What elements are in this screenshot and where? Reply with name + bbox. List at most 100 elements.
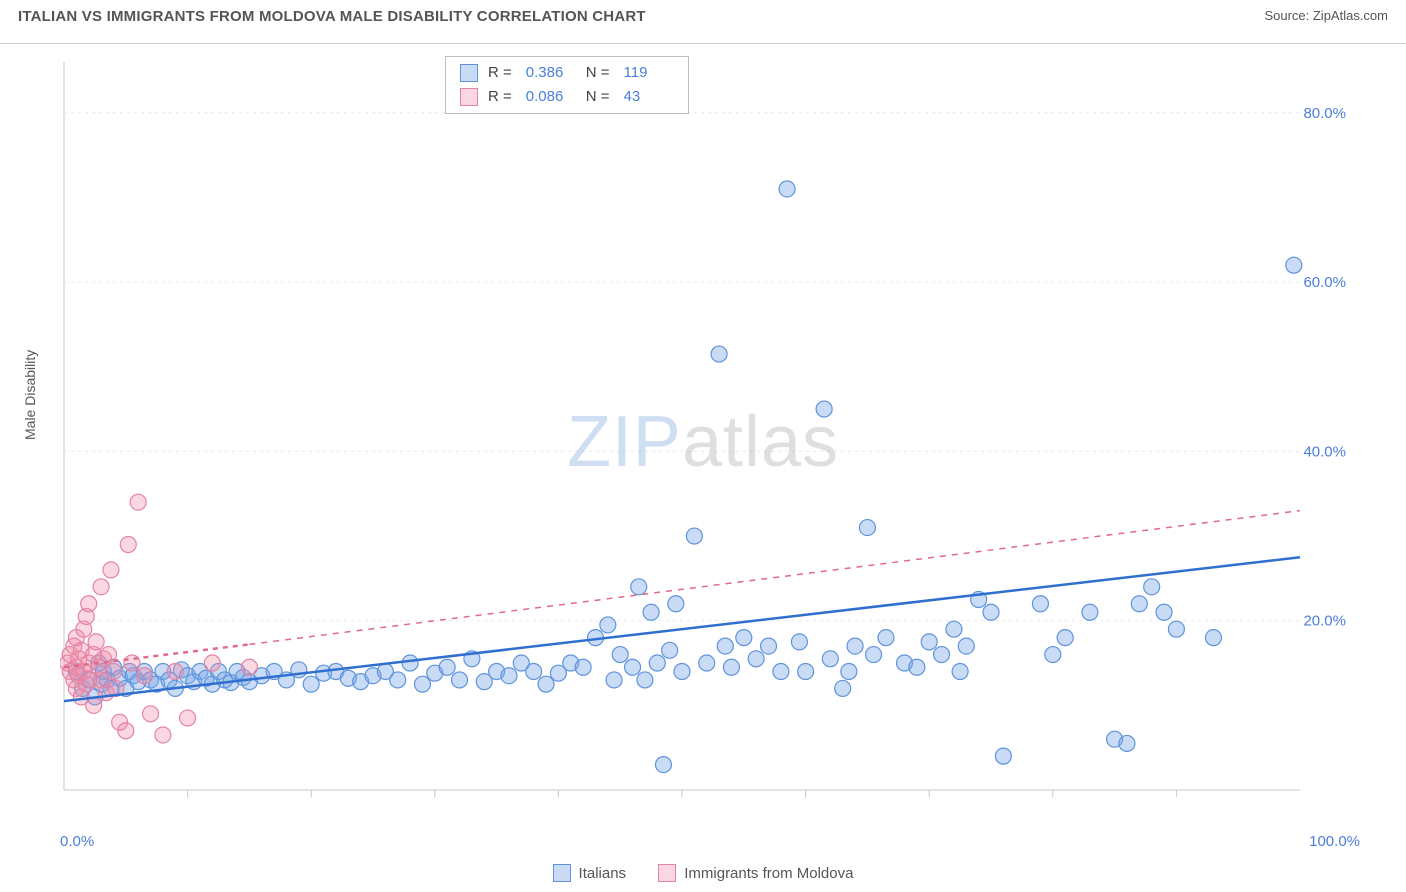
data-point <box>103 562 119 578</box>
data-point <box>649 655 665 671</box>
legend-item-italians: Italians <box>553 864 627 882</box>
r-label: R = <box>488 85 512 109</box>
data-point <box>655 757 671 773</box>
data-point <box>1286 257 1302 273</box>
data-point <box>600 617 616 633</box>
swatch-italians-bottom <box>553 864 571 882</box>
data-point <box>717 638 733 654</box>
swatch-moldova <box>460 88 478 106</box>
data-point <box>643 604 659 620</box>
data-point <box>606 672 622 688</box>
data-point <box>414 676 430 692</box>
data-point <box>847 638 863 654</box>
data-point <box>909 659 925 675</box>
data-point <box>773 663 789 679</box>
data-point <box>674 663 690 679</box>
data-point <box>934 647 950 663</box>
data-point <box>1168 621 1184 637</box>
data-point <box>241 659 257 675</box>
x-axis-max-label: 100.0% <box>1309 833 1360 850</box>
data-point <box>130 494 146 510</box>
data-point <box>390 672 406 688</box>
data-point <box>983 604 999 620</box>
x-axis-min-label: 0.0% <box>60 833 94 850</box>
series-legend: Italians Immigrants from Moldova <box>0 864 1406 886</box>
data-point <box>791 634 807 650</box>
n-value-italians: 119 <box>624 61 674 85</box>
data-point <box>155 727 171 743</box>
data-point <box>958 638 974 654</box>
chart-svg: 20.0%40.0%60.0%80.0% <box>60 58 1360 818</box>
data-point <box>136 668 152 684</box>
data-point <box>612 647 628 663</box>
correlation-legend: R = 0.386 N = 119 R = 0.086 N = 43 <box>445 56 689 114</box>
data-point <box>711 346 727 362</box>
r-value-italians: 0.386 <box>526 61 576 85</box>
data-point <box>402 655 418 671</box>
data-point <box>526 663 542 679</box>
data-point <box>946 621 962 637</box>
chart-header: ITALIAN VS IMMIGRANTS FROM MOLDOVA MALE … <box>0 0 1406 44</box>
data-point <box>180 710 196 726</box>
data-point <box>686 528 702 544</box>
data-point <box>662 642 678 658</box>
data-point <box>93 579 109 595</box>
n-label: N = <box>586 61 610 85</box>
data-point <box>835 680 851 696</box>
data-point <box>952 663 968 679</box>
data-point <box>303 676 319 692</box>
swatch-italians <box>460 64 478 82</box>
data-point <box>143 706 159 722</box>
chart-source: Source: ZipAtlas.com <box>1264 8 1388 23</box>
data-point <box>822 651 838 667</box>
y-tick-label: 60.0% <box>1303 274 1346 291</box>
legend-label-italians: Italians <box>579 865 627 882</box>
scatter-plot: 20.0%40.0%60.0%80.0% <box>60 58 1360 818</box>
y-tick-label: 20.0% <box>1303 613 1346 630</box>
r-value-moldova: 0.086 <box>526 85 576 109</box>
data-point <box>798 663 814 679</box>
data-point <box>81 596 97 612</box>
data-point <box>841 663 857 679</box>
data-point <box>625 659 641 675</box>
data-point <box>1119 735 1135 751</box>
data-point <box>1032 596 1048 612</box>
data-point <box>637 672 653 688</box>
legend-row-italians: R = 0.386 N = 119 <box>460 61 674 85</box>
chart-title: ITALIAN VS IMMIGRANTS FROM MOLDOVA MALE … <box>18 8 646 25</box>
n-value-moldova: 43 <box>624 85 674 109</box>
data-point <box>88 634 104 650</box>
legend-item-moldova: Immigrants from Moldova <box>658 864 853 882</box>
data-point <box>1057 630 1073 646</box>
data-point <box>816 401 832 417</box>
data-point <box>538 676 554 692</box>
data-point <box>878 630 894 646</box>
data-point <box>859 520 875 536</box>
data-point <box>779 181 795 197</box>
y-tick-label: 40.0% <box>1303 443 1346 460</box>
data-point <box>118 723 134 739</box>
legend-label-moldova: Immigrants from Moldova <box>684 865 853 882</box>
data-point <box>575 659 591 675</box>
data-point <box>699 655 715 671</box>
data-point <box>1144 579 1160 595</box>
r-label: R = <box>488 61 512 85</box>
data-point <box>995 748 1011 764</box>
data-point <box>736 630 752 646</box>
source-prefix: Source: <box>1264 8 1312 23</box>
data-point <box>921 634 937 650</box>
data-point <box>1045 647 1061 663</box>
data-point <box>501 668 517 684</box>
data-point <box>631 579 647 595</box>
data-point <box>105 663 121 679</box>
data-point <box>761 638 777 654</box>
data-point <box>1156 604 1172 620</box>
data-point <box>1205 630 1221 646</box>
data-point <box>452 672 468 688</box>
source-name: ZipAtlas.com <box>1313 8 1388 23</box>
data-point <box>204 655 220 671</box>
n-label: N = <box>586 85 610 109</box>
data-point <box>120 537 136 553</box>
y-axis-label: Male Disability <box>22 350 38 440</box>
data-point <box>86 697 102 713</box>
